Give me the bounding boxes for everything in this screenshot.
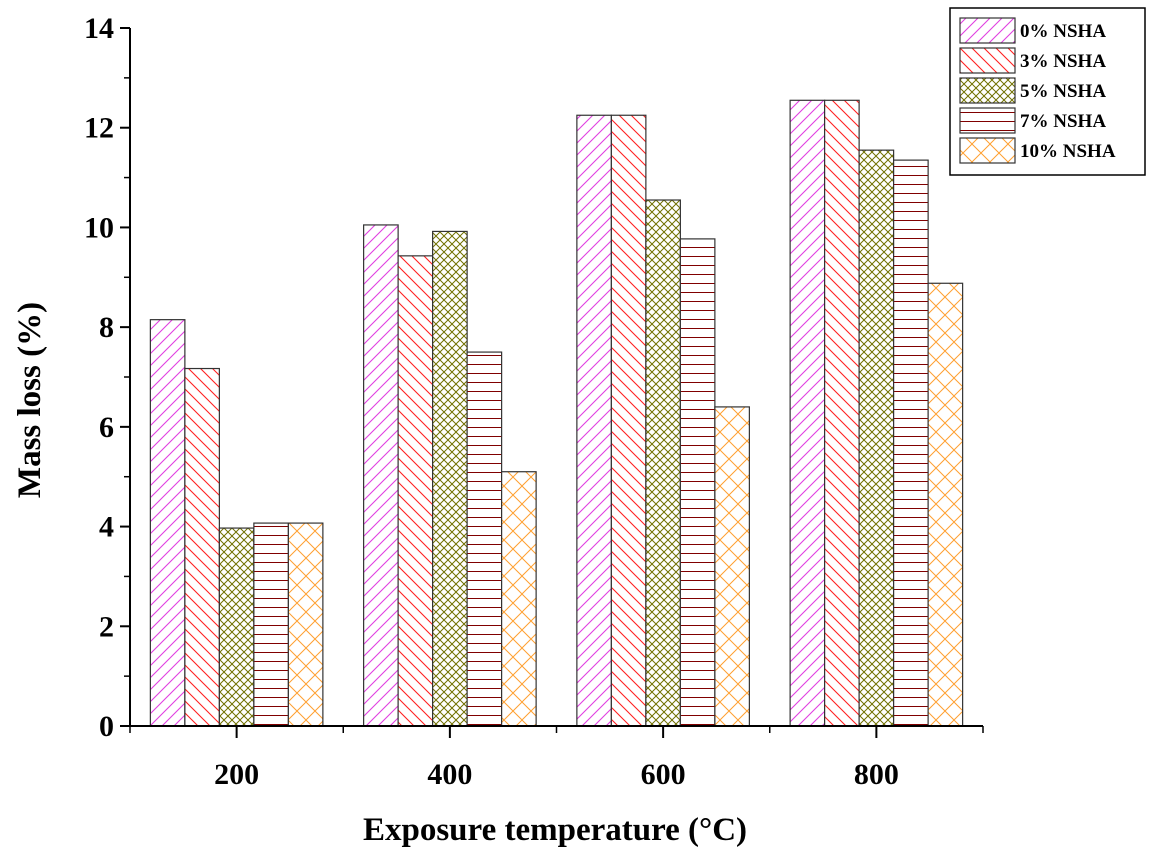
x-tick-label: 600 bbox=[641, 758, 686, 791]
bar-3-nsha-400 bbox=[397, 255, 434, 727]
x-tick-label: 800 bbox=[854, 758, 899, 791]
legend-label: 7% NSHA bbox=[1020, 111, 1106, 132]
legend-label: 0% NSHA bbox=[1020, 21, 1106, 42]
y-axis-title: Mass loss (%) bbox=[12, 302, 48, 498]
legend-label: 10% NSHA bbox=[1020, 141, 1116, 162]
legend-swatch bbox=[959, 137, 1016, 164]
bar-7-nsha-800 bbox=[893, 159, 929, 727]
bar-10-nsha-200 bbox=[287, 522, 324, 727]
bars-group bbox=[149, 99, 964, 727]
y-tick-label: 14 bbox=[84, 12, 114, 45]
y-tick-label: 8 bbox=[99, 311, 114, 344]
legend-label: 5% NSHA bbox=[1020, 81, 1106, 102]
y-tick-label: 10 bbox=[84, 211, 114, 244]
bar-5-nsha-800 bbox=[858, 149, 895, 727]
bar-3-nsha-200 bbox=[184, 367, 220, 727]
bar-10-nsha-800 bbox=[927, 282, 964, 727]
x-tick-label: 400 bbox=[427, 758, 472, 791]
bar-5-nsha-600 bbox=[645, 199, 681, 727]
y-tick-label: 12 bbox=[84, 112, 114, 145]
legend-swatch bbox=[959, 17, 1016, 44]
bar-0-nsha-600 bbox=[576, 114, 612, 727]
ticks-group: 0 2 4 6 8 10 12 14 200 400 600 800 bbox=[84, 12, 984, 791]
bar-5-nsha-200 bbox=[218, 527, 255, 727]
x-axis-title: Exposure temperature (°C) bbox=[363, 812, 747, 848]
legend-swatch bbox=[959, 77, 1016, 104]
y-tick-label: 6 bbox=[99, 411, 114, 444]
y-tick-label: 0 bbox=[99, 710, 114, 743]
legend: 0% NSHA 3% NSHA 5% NSHA 7% NSHA 10% NSHA bbox=[949, 7, 1146, 176]
bar-0-nsha-200 bbox=[149, 319, 186, 727]
bar-0-nsha-800 bbox=[789, 99, 826, 727]
bar-7-nsha-600 bbox=[679, 238, 716, 727]
bar-10-nsha-600 bbox=[714, 406, 750, 727]
bar-3-nsha-600 bbox=[610, 114, 647, 727]
y-tick-label: 2 bbox=[99, 610, 114, 643]
legend-swatch bbox=[959, 47, 1016, 74]
bar-10-nsha-400 bbox=[501, 471, 537, 727]
bar-5-nsha-400 bbox=[432, 230, 468, 727]
bar-0-nsha-400 bbox=[363, 224, 399, 727]
bar-3-nsha-800 bbox=[824, 99, 860, 727]
bar-7-nsha-400 bbox=[466, 351, 503, 727]
y-tick-label: 4 bbox=[99, 511, 114, 544]
bar-7-nsha-200 bbox=[253, 522, 289, 727]
legend-swatch bbox=[959, 107, 1016, 134]
x-tick-label: 200 bbox=[214, 758, 259, 791]
legend-label: 3% NSHA bbox=[1020, 51, 1106, 72]
